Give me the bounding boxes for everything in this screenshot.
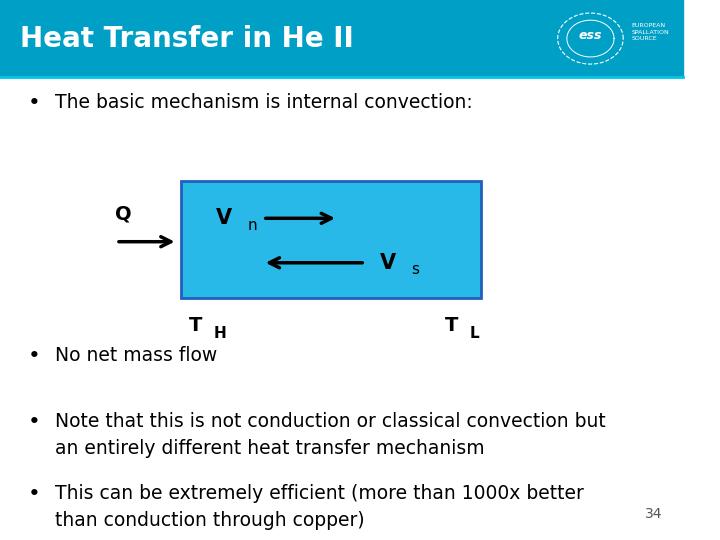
Text: $\mathbf{V}$: $\mathbf{V}$	[215, 208, 233, 228]
Bar	[181, 181, 481, 298]
Text: n: n	[248, 218, 258, 233]
Text: Heat Transfer in He II: Heat Transfer in He II	[20, 24, 354, 52]
Text: Q: Q	[114, 204, 131, 223]
Text: This can be extremely efficient (more than 1000x better
than conduction through : This can be extremely efficient (more th…	[55, 484, 583, 530]
Text: $\mathbf{V}$: $\mathbf{V}$	[379, 253, 397, 273]
Text: s: s	[412, 262, 420, 277]
Text: L: L	[469, 326, 480, 341]
Text: •: •	[27, 484, 40, 504]
Text: $\mathbf{T}$: $\mathbf{T}$	[188, 316, 203, 335]
Text: •: •	[27, 412, 40, 432]
Text: No net mass flow: No net mass flow	[55, 346, 217, 365]
Bar	[0, 0, 683, 77]
Text: Note that this is not conduction or classical convection but
an entirely differe: Note that this is not conduction or clas…	[55, 412, 606, 458]
Text: EUROPEAN
SPALLATION
SOURCE: EUROPEAN SPALLATION SOURCE	[631, 23, 669, 41]
Text: The basic mechanism is internal convection:: The basic mechanism is internal convecti…	[55, 93, 472, 112]
Text: $\mathbf{T}$: $\mathbf{T}$	[444, 316, 459, 335]
Text: H: H	[214, 326, 226, 341]
Text: •: •	[27, 346, 40, 366]
Text: •: •	[27, 93, 40, 113]
Text: 34: 34	[644, 507, 662, 521]
Text: ess: ess	[579, 29, 602, 43]
